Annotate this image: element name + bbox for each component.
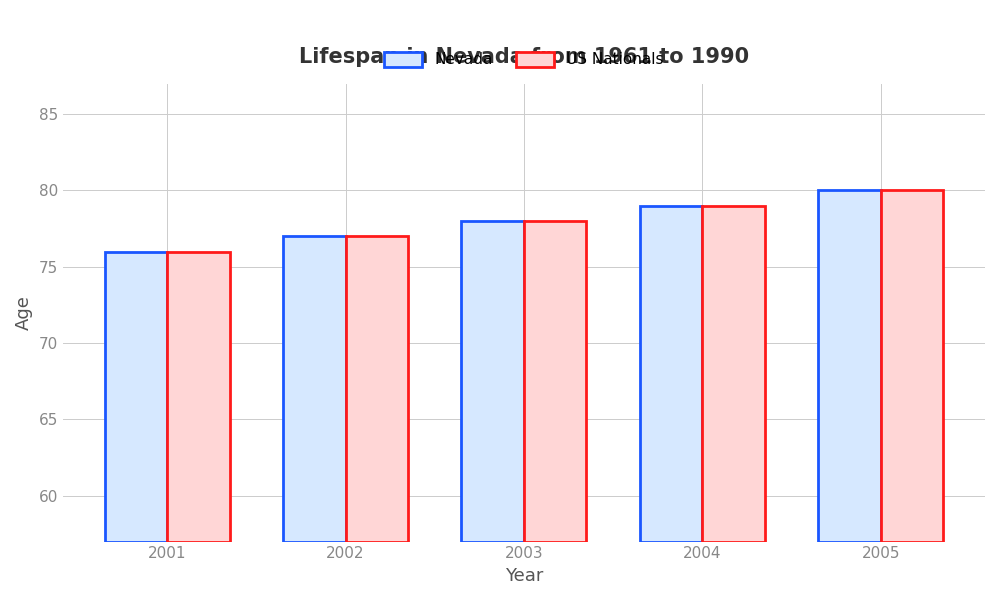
Bar [524, 221, 586, 542]
Bar [818, 190, 881, 542]
Y-axis label: Age: Age [15, 295, 33, 330]
Bar [640, 206, 702, 542]
X-axis label: Year: Year [505, 567, 543, 585]
Bar [105, 251, 167, 542]
Bar [346, 236, 408, 542]
Bar [702, 206, 765, 542]
Bar [167, 251, 230, 542]
Bar [283, 236, 346, 542]
Legend: Nevada, US Nationals: Nevada, US Nationals [378, 46, 670, 74]
Title: Lifespan in Nevada from 1961 to 1990: Lifespan in Nevada from 1961 to 1990 [299, 47, 749, 67]
Bar [461, 221, 524, 542]
Bar [881, 190, 943, 542]
